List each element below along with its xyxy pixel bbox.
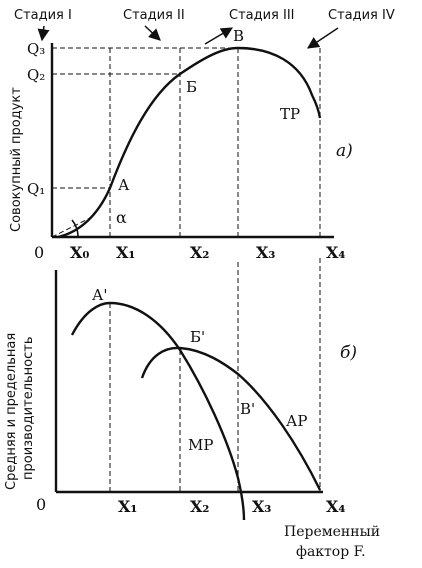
x-axis-caption-line2: фактор F. (296, 544, 366, 560)
top-x3-label: X₃ (256, 243, 275, 262)
point-a-prime-label: А' (92, 286, 107, 304)
point-b-prime-label: Б' (190, 328, 205, 346)
top-origin-label: 0 (34, 243, 44, 262)
bottom-x4-label: X₄ (326, 497, 345, 516)
stage-2-arrow (144, 25, 161, 41)
bottom-x2-label: X₂ (190, 497, 209, 516)
ap-curve-label: АР (286, 412, 307, 430)
top-x2-label: X₂ (190, 243, 209, 262)
mp-curve-label: МР (188, 436, 213, 454)
bottom-y-axis-label-line1: Средняя и предельная (4, 333, 19, 490)
x-axis-caption-line1: Переменный (284, 524, 380, 540)
alpha-label: α (116, 208, 127, 227)
stage-label-2: Стадия II (123, 8, 185, 23)
point-v-prime-label: В' (240, 400, 255, 418)
point-v-label: В (233, 27, 244, 45)
tp-curve (57, 46, 322, 239)
point-a-label: А (118, 176, 130, 194)
q2-label: Q₂ (27, 66, 45, 84)
stage-label-4: Стадия IV (328, 8, 395, 23)
tp-curve-label: ТР (280, 105, 300, 123)
angle-arc (71, 219, 79, 238)
stage-4-arrow (307, 27, 339, 49)
panel-a-label: а) (336, 141, 353, 161)
top-x0-label: X₀ (70, 243, 89, 262)
panel-b-label: б) (340, 343, 357, 363)
mp-curve (70, 301, 246, 521)
stage-label-1: Стадия I (14, 8, 72, 23)
bottom-panel: Средняя и предельная производительность … (4, 258, 380, 560)
stage-3-arrow (204, 27, 234, 45)
bottom-x3-label: X₃ (252, 497, 271, 516)
top-y-axis-label: Совокупный продукт (9, 87, 24, 232)
q1-label: Q₁ (27, 180, 45, 198)
stage-label-3: Стадия III (229, 8, 295, 23)
stage-1-arrow (37, 25, 50, 42)
ap-curve (140, 346, 322, 491)
top-x1-label: X₁ (116, 243, 135, 262)
point-b-label: Б (186, 78, 197, 96)
top-panel: Совокупный продукт Q₃ Q₂ Q₁ 0 X₀ X₁ X₂ X… (9, 27, 353, 262)
q3-label: Q₃ (27, 40, 45, 58)
bottom-x1-label: X₁ (118, 497, 137, 516)
bottom-origin-label: 0 (36, 495, 46, 514)
bottom-y-axis-label-line2: производительность (21, 337, 36, 481)
top-x4-label: X₄ (326, 243, 345, 262)
